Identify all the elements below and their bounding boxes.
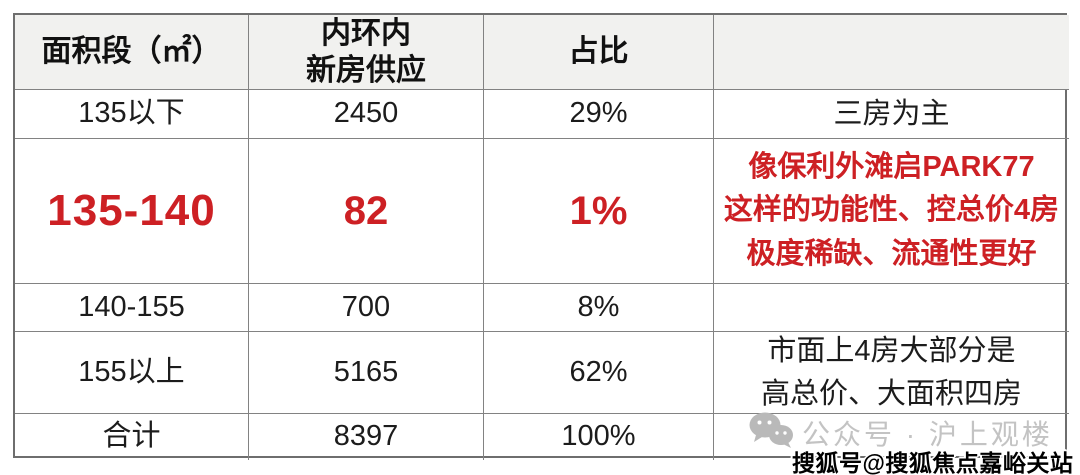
cell-share-row0: 29% <box>484 90 714 139</box>
cell-note-row4-total <box>714 414 1069 460</box>
cell-supply-row0: 2450 <box>249 90 484 139</box>
cell-area-row2: 140-155 <box>15 284 249 332</box>
header-share: 占比 <box>484 15 714 90</box>
cell-share-row2: 8% <box>484 284 714 332</box>
cell-note-row0: 三房为主 <box>714 90 1069 139</box>
header-area-range: 面积段（㎡） <box>15 15 249 90</box>
cell-area-row3: 155以上 <box>15 332 249 414</box>
cell-area-row1-highlight: 135-140 <box>15 139 249 284</box>
cell-supply-row2: 700 <box>249 284 484 332</box>
header-inner-ring-supply: 内环内 新房供应 <box>249 15 484 90</box>
cell-area-row4-total: 合计 <box>15 414 249 460</box>
cell-share-row4-total: 100% <box>484 414 714 460</box>
cell-note-row2 <box>714 284 1069 332</box>
cell-share-row3: 62% <box>484 332 714 414</box>
header-note <box>714 15 1069 90</box>
cell-share-row1-highlight: 1% <box>484 139 714 284</box>
area-supply-table: 面积段（㎡） 内环内 新房供应 占比 135以下 2450 29% 三房为主 1… <box>13 13 1069 460</box>
cell-area-row0: 135以下 <box>15 90 249 139</box>
cell-supply-row3: 5165 <box>249 332 484 414</box>
cell-note-row3: 市面上4房大部分是 高总价、大面积四房 <box>714 332 1069 414</box>
cell-supply-row1-highlight: 82 <box>249 139 484 284</box>
cell-supply-row4-total: 8397 <box>249 414 484 460</box>
cell-note-row1-highlight: 像保利外滩启PARK77 这样的功能性、控总价4房 极度稀缺、流通性更好 <box>714 139 1069 284</box>
